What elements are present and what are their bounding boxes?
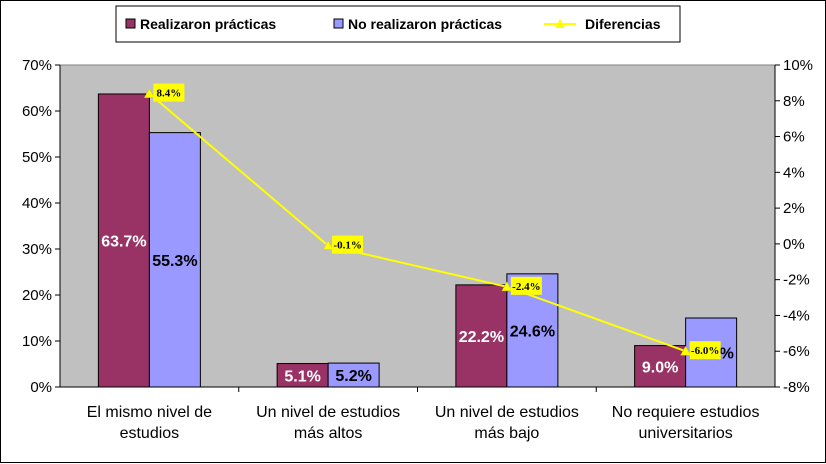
left-tick-label: 30% — [22, 241, 52, 258]
right-tick-label: 8% — [783, 93, 805, 110]
line-label-box — [153, 83, 185, 102]
right-tick-label: 4% — [783, 164, 805, 181]
right-tick-label: -8% — [783, 379, 810, 396]
line-series — [148, 92, 686, 353]
legend-label: No realizaron prácticas — [348, 16, 502, 32]
legend-swatch — [333, 18, 344, 29]
right-tick-label: -4% — [783, 307, 810, 324]
legend-line-marker — [555, 19, 565, 28]
right-tick-label: 10% — [783, 57, 813, 74]
x-category-label: Un nivel de estudios — [256, 404, 400, 421]
legend-label: Diferencias — [585, 16, 661, 32]
bar-data-label: 22.2% — [459, 329, 504, 346]
left-tick-label: 10% — [22, 333, 52, 350]
legend-box — [115, 5, 681, 43]
bar — [455, 284, 508, 388]
bar-data-label: 24.6% — [510, 323, 555, 340]
line-data-label: -0.1% — [333, 240, 361, 252]
bar-data-label: 5.1% — [284, 368, 320, 385]
line-label-box — [510, 276, 542, 295]
line-data-label: -2.4% — [512, 281, 540, 293]
bar-data-label: 9.0% — [642, 359, 678, 376]
line-marker — [501, 281, 513, 292]
x-category-label: Un nivel de estudios — [435, 404, 579, 421]
bar-data-label: 55.3% — [152, 253, 197, 270]
legend-swatch — [125, 18, 136, 29]
x-category-label: universitarios — [638, 425, 732, 442]
left-tick-label: 40% — [22, 195, 52, 212]
bar-data-label: 5.2% — [335, 368, 371, 385]
right-tick-label: -6% — [783, 343, 810, 360]
legend-label: Realizaron prácticas — [140, 16, 276, 32]
line-label-box — [332, 235, 364, 254]
left-tick-label: 20% — [22, 287, 52, 304]
bar — [97, 93, 150, 388]
x-category-label: más bajo — [474, 425, 539, 442]
right-tick-label: 6% — [783, 129, 805, 146]
x-category-label: El mismo nivel de — [87, 404, 212, 421]
x-category-label: No requiere estudios — [612, 404, 760, 421]
bar — [634, 345, 687, 388]
x-category-label: más altos — [294, 425, 362, 442]
right-tick-label: 2% — [783, 200, 805, 217]
right-tick-label: 0% — [783, 236, 805, 253]
left-tick-label: 0% — [30, 379, 52, 396]
line-label-box — [689, 341, 721, 360]
right-tick-label: -2% — [783, 272, 810, 289]
bar — [327, 362, 380, 388]
line-data-label: -6.0% — [691, 345, 719, 357]
line-marker — [680, 345, 692, 356]
left-tick-label: 50% — [22, 149, 52, 166]
left-tick-label: 70% — [22, 57, 52, 74]
bar — [148, 132, 201, 388]
line-marker — [143, 88, 155, 98]
line-marker — [322, 240, 334, 250]
left-tick-label: 60% — [22, 103, 52, 120]
bar-data-label: 63.7% — [101, 233, 146, 250]
x-category-label: estudios — [120, 425, 180, 442]
line-data-label: 8.4% — [157, 88, 182, 100]
